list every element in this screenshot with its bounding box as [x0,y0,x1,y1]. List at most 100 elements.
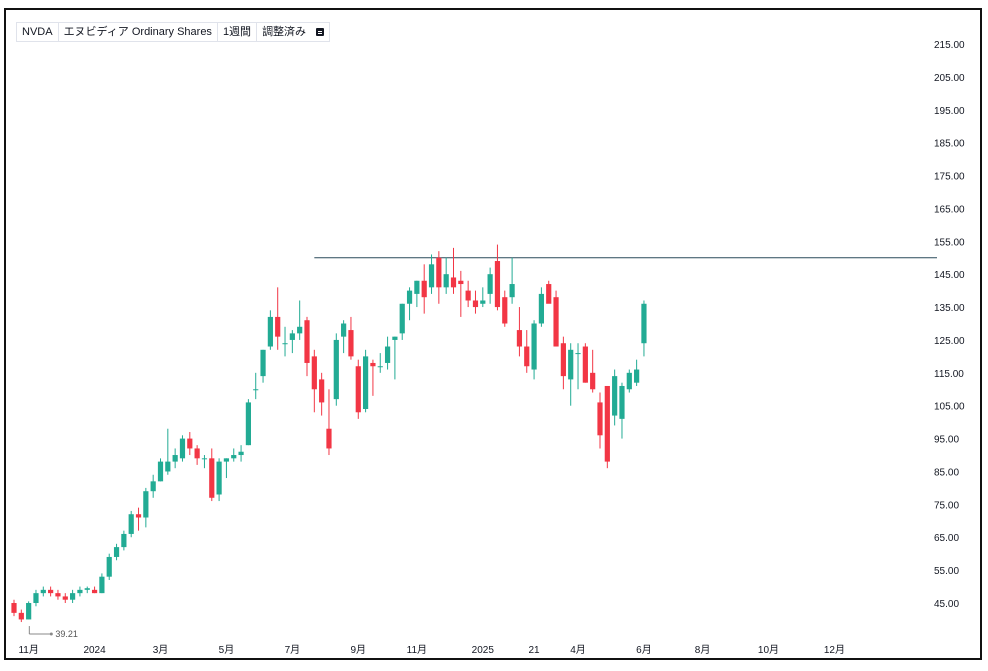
candle-body [33,593,39,603]
candle[interactable] [502,290,508,327]
candle[interactable] [70,589,76,603]
candle[interactable] [516,307,523,357]
candle[interactable] [260,349,266,383]
candle[interactable] [179,435,186,462]
candle[interactable] [568,343,574,406]
candle[interactable] [121,530,127,551]
candle[interactable] [406,287,413,321]
legend-symbol[interactable]: NVDA [16,22,58,42]
candle[interactable] [465,280,471,308]
candle[interactable] [531,320,537,380]
candle[interactable] [194,445,200,465]
candle[interactable] [11,599,17,617]
candle[interactable] [282,326,288,357]
candle-body [355,366,361,413]
candle[interactable] [62,593,68,603]
candle[interactable] [157,458,164,482]
candle[interactable] [18,609,24,623]
candle[interactable] [91,586,98,594]
candle[interactable] [289,330,295,354]
legend-adjustment[interactable]: 調整済み [256,22,312,42]
candle[interactable] [384,336,391,370]
candle[interactable] [172,448,178,469]
candle[interactable] [223,458,230,479]
candle[interactable] [472,290,479,314]
candle[interactable] [641,300,647,357]
candle[interactable] [604,385,610,469]
y-tick-label: 115.00 [934,369,964,380]
candle[interactable] [201,455,208,469]
candle[interactable] [582,343,588,383]
candle[interactable] [348,316,354,360]
candle[interactable] [99,573,105,594]
candle[interactable] [436,251,442,304]
candle[interactable] [238,445,244,462]
candle[interactable] [209,448,215,502]
candle[interactable] [428,254,435,294]
candle[interactable] [553,290,559,347]
candle[interactable] [326,389,332,456]
candle[interactable] [399,303,405,340]
legend-interval[interactable]: 1週間 [216,22,257,42]
candle[interactable] [128,510,134,538]
candle[interactable] [414,280,420,308]
candle[interactable] [26,601,32,620]
candle[interactable] [84,586,90,594]
candle[interactable] [597,392,603,449]
candle[interactable] [311,349,317,413]
candle[interactable] [487,267,493,304]
candle[interactable] [421,264,427,314]
candle[interactable] [392,336,398,380]
candle[interactable] [494,244,501,311]
candle-body [106,556,112,577]
candle[interactable] [377,353,383,373]
candle[interactable] [450,247,457,294]
candle[interactable] [319,372,325,416]
chart-area[interactable]: 215.00 205.00 195.00 185.00 175.00 165.00 155.… [6,10,980,658]
note-icon[interactable] [311,22,331,42]
candle[interactable] [524,330,530,373]
candle[interactable] [150,474,156,498]
x-tick-label: 6月 [636,644,652,656]
candle[interactable] [538,287,544,327]
candle[interactable] [187,432,193,456]
candle[interactable] [443,257,449,294]
candle[interactable] [333,333,339,406]
candle[interactable] [634,359,640,386]
candle[interactable] [626,369,632,393]
candle[interactable] [253,372,259,400]
candle[interactable] [560,336,566,390]
candle[interactable] [106,553,112,580]
candle[interactable] [297,300,303,340]
candle[interactable] [590,349,596,393]
candle[interactable] [480,287,486,308]
candle[interactable] [546,280,552,304]
candle[interactable] [135,507,142,531]
candle[interactable] [216,458,222,502]
candle[interactable] [509,257,515,304]
candle[interactable] [355,359,361,419]
candle[interactable] [231,448,237,462]
candle[interactable] [48,586,54,597]
candle[interactable] [267,310,273,350]
candle[interactable] [40,586,46,597]
candle[interactable] [363,349,369,413]
candle[interactable] [275,287,281,350]
candle[interactable] [575,343,581,390]
candle[interactable] [143,487,149,528]
candlestick-chart[interactable]: 215.00 205.00 195.00 185.00 175.00 165.00 155.… [6,10,980,658]
candle-body [421,280,427,298]
candle-body [524,346,530,367]
candle[interactable] [113,543,120,561]
candle[interactable] [55,589,61,600]
candle[interactable] [458,270,464,317]
candle[interactable] [370,359,376,396]
candle[interactable] [304,316,310,377]
candle[interactable] [33,589,39,607]
candle[interactable] [77,586,83,597]
candle[interactable] [612,369,618,426]
candle[interactable] [165,428,171,475]
candle[interactable] [619,382,625,439]
candle[interactable] [245,399,251,446]
candle[interactable] [341,320,347,354]
